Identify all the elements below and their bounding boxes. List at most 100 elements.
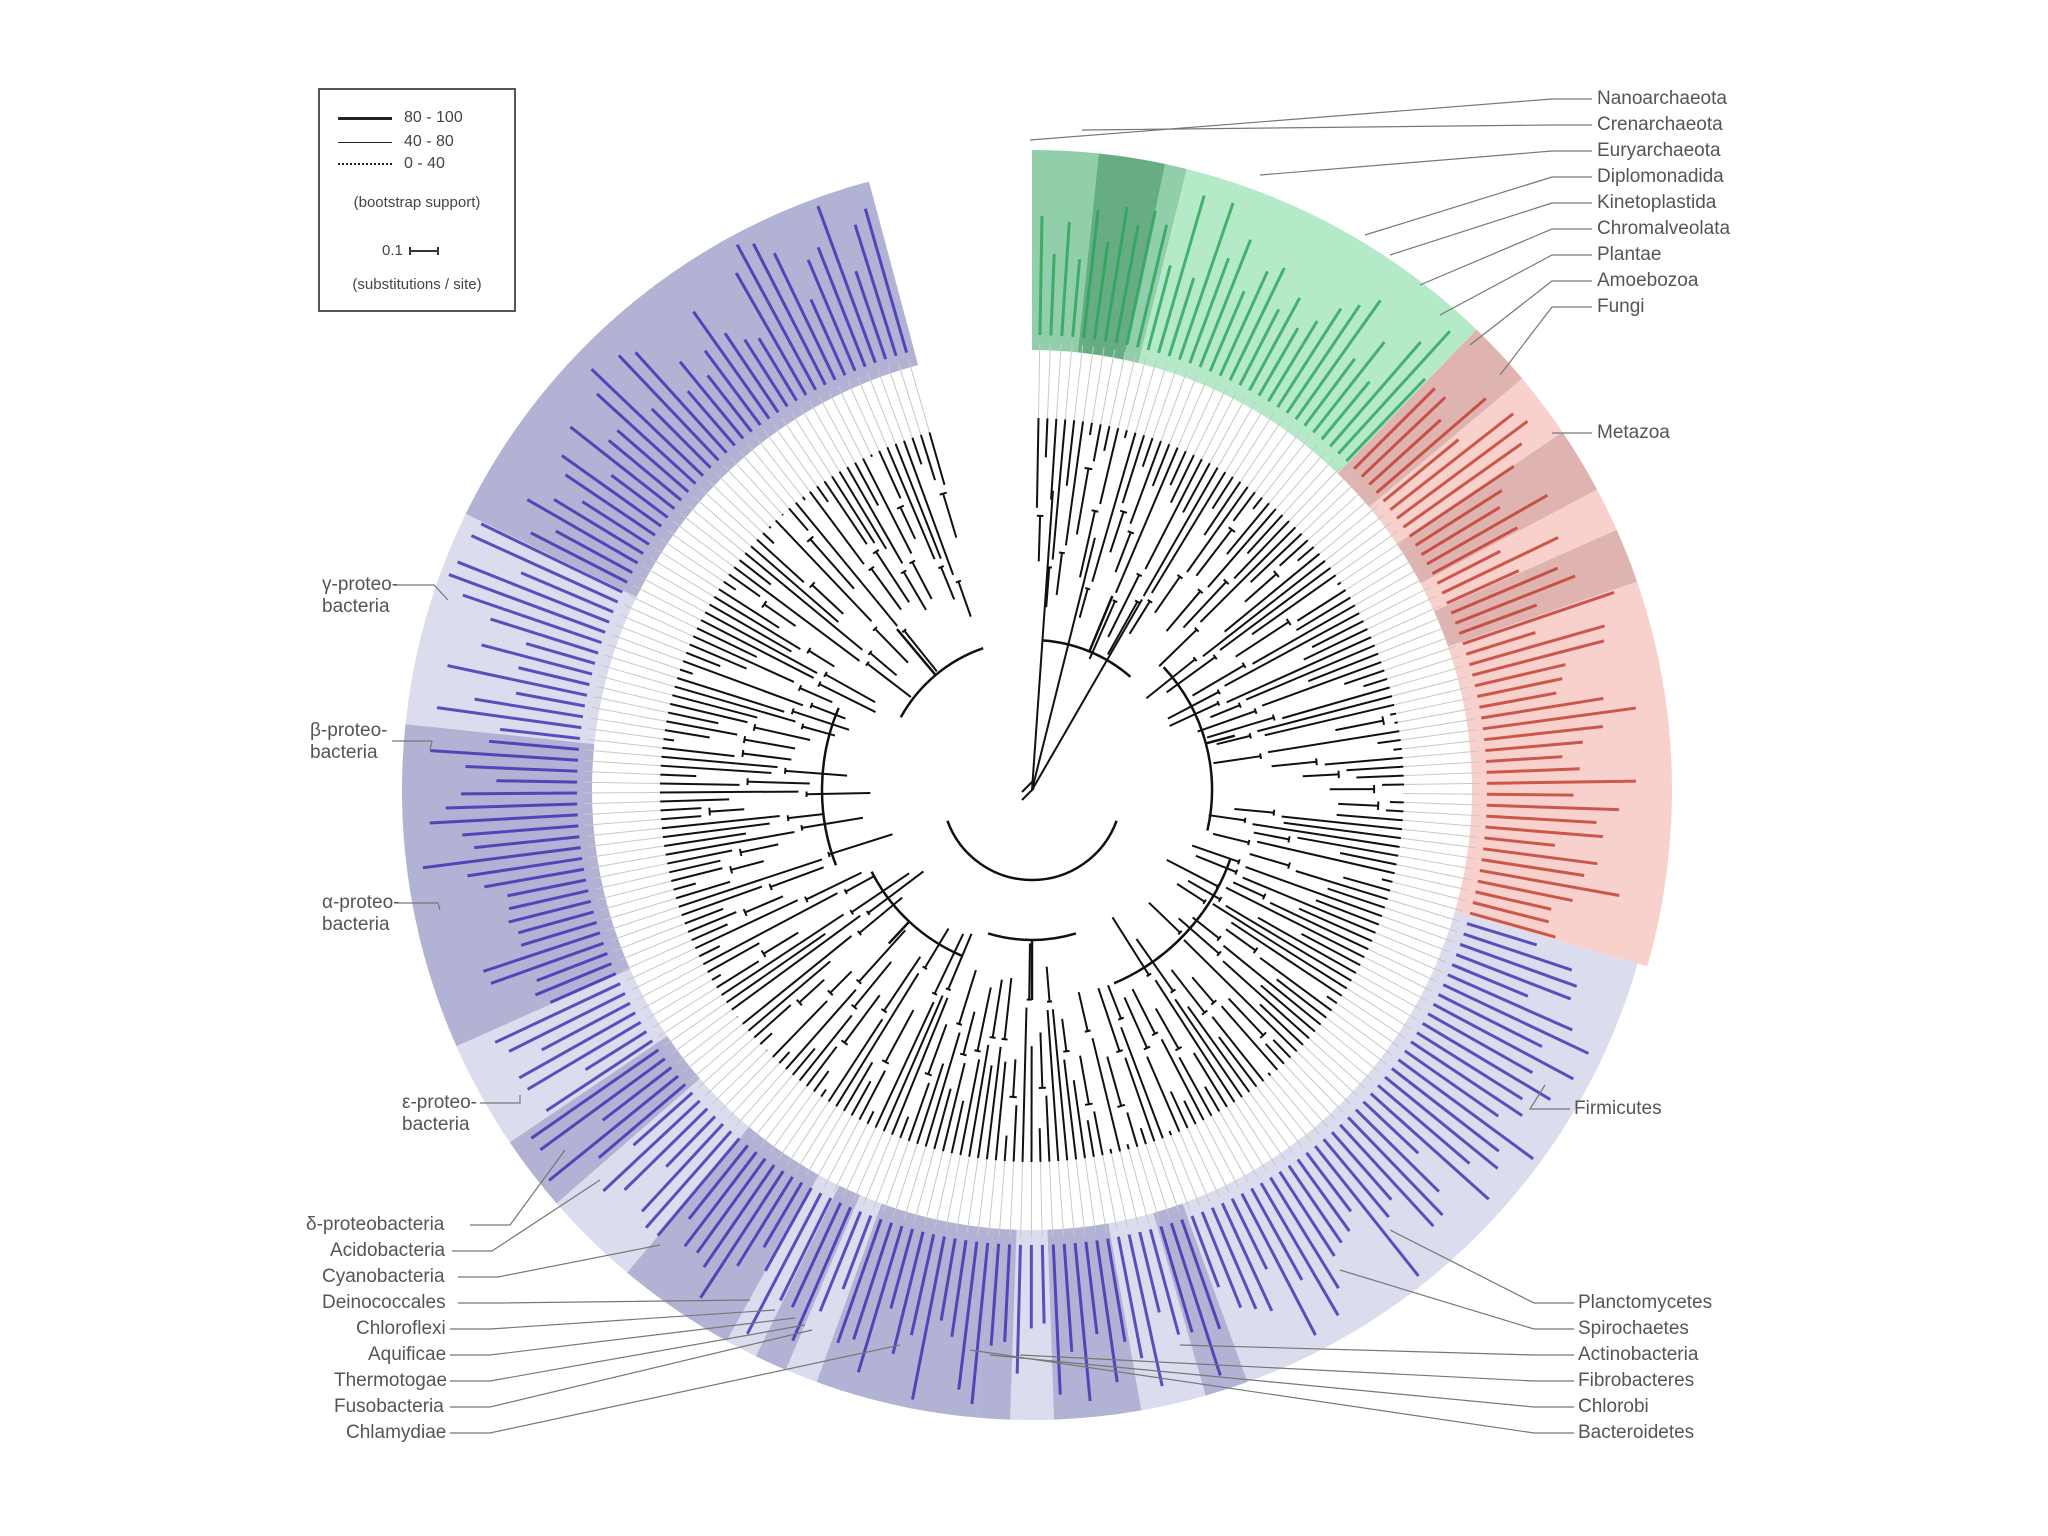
leaf-line (893, 1143, 918, 1217)
clade-label-crenarchaeota: Crenarchaeota (1597, 114, 1723, 135)
internal-branch (811, 584, 844, 615)
internal-branch (870, 568, 902, 611)
internal-branch (853, 961, 892, 1008)
leaf-label-glyph (530, 531, 628, 584)
internal-branch (799, 687, 833, 704)
leaf-label-glyph (650, 407, 712, 469)
leaf-label-glyph (1208, 290, 1246, 372)
leaf-line (1247, 424, 1293, 488)
tip-branch (1212, 903, 1348, 990)
internal-branch (947, 933, 973, 990)
clade-label-chlorobi: Chlorobi (1578, 1396, 1649, 1417)
leaf-label-glyph (1396, 420, 1529, 520)
leaf-label-glyph (507, 878, 587, 898)
leaf-label-glyph (702, 1164, 776, 1268)
leaf-label-glyph (1228, 267, 1286, 381)
internal-branch (976, 987, 992, 1052)
leader-line (1179, 1344, 1574, 1356)
internal-arc (1084, 1102, 1093, 1106)
clade-label-deinococcales: Deinococcales (322, 1292, 446, 1313)
leaf-label-glyph (1305, 1151, 1353, 1213)
internal-branch (1078, 588, 1089, 618)
tip-branch (1297, 836, 1399, 857)
leader-line (450, 1324, 806, 1382)
leaf-line (843, 1127, 876, 1197)
tip-branch (698, 945, 721, 958)
leaf-label-glyph (569, 425, 676, 510)
clade-label-planctomycetes: Planctomycetes (1578, 1292, 1713, 1313)
tip-branch (674, 685, 796, 723)
legend: 80 - 100 40 - 80 0 - 40 (bootstrap suppo… (318, 88, 516, 312)
internal-branch (811, 704, 846, 720)
leaf-label-glyph (1403, 1049, 1500, 1118)
leaf-label-glyph (939, 1238, 957, 1321)
leaf-label-glyph (1294, 299, 1382, 421)
internal-branch (787, 813, 824, 820)
leaf-label-glyph (1138, 1231, 1161, 1313)
leaf-line (857, 377, 888, 448)
leaf-label-glyph (1481, 858, 1585, 877)
leader-line (450, 1344, 901, 1434)
leaf-line (1355, 972, 1423, 1011)
leaf-label-glyph (757, 337, 798, 402)
tip-branch (696, 627, 758, 658)
internal-arc (817, 681, 822, 688)
leaf-line (1302, 1044, 1359, 1098)
tip-branch (664, 729, 710, 739)
leaf-line (1389, 666, 1463, 688)
leaf-line (1386, 655, 1460, 680)
leaf-label-glyph (536, 952, 608, 982)
leaf-line (597, 880, 672, 901)
internal-branch (742, 752, 792, 761)
leaf-line (897, 362, 922, 436)
internal-arc (823, 671, 828, 678)
tip-branch (1337, 581, 1342, 586)
tip-branch (1301, 932, 1361, 967)
leader-line (1439, 254, 1592, 316)
internal-branch (709, 808, 745, 813)
internal-branch (1191, 976, 1215, 1004)
internal-arc (1170, 988, 1177, 994)
internal-branch (899, 506, 917, 540)
leaf-line (862, 1134, 893, 1206)
internal-branch (1169, 702, 1219, 727)
internal-arc (855, 978, 862, 985)
leaf-line (635, 963, 704, 1001)
tip-branch (894, 443, 942, 560)
tip-branch (661, 815, 780, 830)
clade-label-beta-proteobacteria: β-proteo- bacteria (310, 720, 388, 763)
leaf-label-glyph (545, 1039, 654, 1113)
internal-branch (923, 928, 950, 969)
leaf-label-glyph (1276, 307, 1343, 408)
leaf-label-glyph (462, 593, 603, 645)
tip-branch (1012, 1105, 1018, 1162)
leaf-label-glyph (482, 931, 601, 973)
leaf-line (679, 512, 740, 561)
tip-branch (1169, 1091, 1189, 1129)
leaf-label-glyph (816, 246, 867, 368)
tip-branch (1038, 1128, 1042, 1162)
internal-branch (851, 872, 910, 914)
leaf-label-glyph (1250, 1187, 1304, 1281)
leaf-line (1384, 907, 1458, 933)
leaf-lines (584, 342, 1480, 1239)
internal-branch (1003, 977, 1013, 1040)
internal-branch (770, 866, 824, 888)
leaf-label-glyph (809, 298, 847, 376)
internal-branch (1195, 529, 1233, 577)
leaf-label-glyph (1482, 847, 1598, 866)
leaf-line (1354, 567, 1422, 606)
tip-branch (1267, 730, 1400, 754)
tip-branch (1099, 427, 1120, 505)
tip-branch (1088, 422, 1093, 436)
leaf-label-glyph (474, 835, 580, 850)
leaf-label-glyph (470, 534, 619, 604)
internal-branch (1097, 987, 1121, 1052)
tip-branch (660, 807, 702, 812)
tip-branch (1327, 887, 1386, 909)
tip-branch (1389, 712, 1397, 716)
leaf-label-glyph (891, 1231, 925, 1355)
leaf-label-glyph (1051, 1244, 1062, 1395)
tip-branch (1222, 944, 1322, 1026)
leaf-line (1400, 837, 1477, 849)
